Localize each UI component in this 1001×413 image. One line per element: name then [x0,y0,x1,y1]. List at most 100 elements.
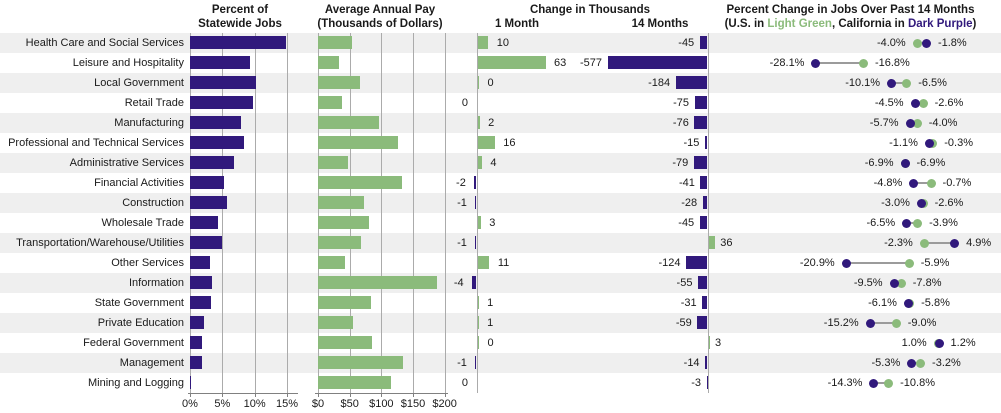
us-dot [891,318,901,328]
pct-change-left-label: -1.1% [889,137,918,149]
change-14mo-value: -31 [680,297,697,309]
ca-dot [924,138,934,148]
ca-dot [902,218,912,228]
industry-label: Financial Activities [94,177,184,189]
change-1mo-value: -2 [456,177,466,189]
industry-label: Health Care and Social Services [25,37,184,49]
pct-change-right-label: -9.0% [907,317,937,329]
pay-bar [318,36,353,49]
pay-axis-tick-label: $50 [340,398,359,410]
ca-dot [841,258,851,268]
pct-jobs-axis-tick [190,393,191,397]
change-14mo-value: -76 [672,117,689,129]
pct-change-left-label: -10.1% [845,77,881,89]
pct-change-left-label: -5.7% [869,117,899,129]
change-14mo-bar [705,356,708,369]
pct-change-left-label: -28.1% [769,57,805,69]
change-1mo-value: -1 [457,197,467,209]
pct-jobs-bar [190,216,219,229]
us-dot [913,218,923,228]
change-14mo-bar [697,316,708,329]
pct-change-right-label: 4.9% [966,237,992,249]
change-14mo-value: -45 [678,37,695,49]
change-14mo-value: -15 [683,137,700,149]
change-1mo-value: 10 [496,37,510,49]
change-14mo-bar [700,176,708,189]
change-1mo-bar [477,156,482,169]
pct-change-right-label: -4.0% [928,117,958,129]
row-stripe [0,153,1001,173]
change-14mo-value: -3 [691,377,701,389]
pay-bar [318,256,345,269]
change-1mo-value: 0 [461,97,468,109]
change-14mo-bar [702,196,708,209]
industry-label: Construction [122,197,184,209]
pct-jobs-bar [190,296,212,309]
pct-change-left-label: -5.3% [871,357,901,369]
pct-jobs-bar [190,196,227,209]
pct-jobs-bar [190,316,205,329]
pay-axis-tick-label: $200 [432,398,457,410]
change-1mo-bar [477,76,479,89]
pct-change-left-label: -15.2% [823,317,859,329]
industry-label: Mining and Logging [87,377,184,389]
pct-jobs-gridline [222,33,224,393]
change-14mo-zero-line [708,33,709,393]
pay-bar [318,56,339,69]
pay-bar [318,316,354,329]
pct-jobs-axis-tick-label: 15% [275,398,299,410]
us-dot [912,38,922,48]
change-14mo-value: -184 [648,77,671,89]
pay-bar [318,176,403,189]
change-14mo-value: -45 [678,217,695,229]
ca-dot [934,338,944,348]
pct-change-right-label: -1.8% [937,37,967,49]
ca-dot [865,318,875,328]
industry-label: Private Education [97,317,184,329]
change-1mo-bar [477,316,479,329]
us-dot [919,238,929,248]
change-1mo-value: 0 [487,77,494,89]
change-14mo-bar [686,256,708,269]
change-14mo-value: 3 [715,337,722,349]
legend-us-label: Light Green [767,18,832,30]
change-1mo-zero-line [477,33,478,393]
change-1mo-bar [477,336,479,349]
ca-dot [903,298,913,308]
pct-change-right-label: 1.2% [950,337,976,349]
dot-connector [873,382,889,384]
change-14mo-value: -75 [673,97,689,109]
change-14mo-value: -14 [683,357,700,369]
change-1mo-value: 1 [487,317,494,329]
change-14mo-value: -124 [658,257,681,269]
industry-label: Other Services [111,257,184,269]
pct-jobs-bar [190,76,256,89]
pay-header: Average Annual Pay (Thousands of Dollars… [300,3,460,31]
pct-jobs-bar [190,376,192,389]
pct-change-left-label: -6.5% [866,217,896,229]
change-1mo-bar [475,356,477,369]
pct-jobs-bar [190,56,251,69]
pay-header-line1: Average Annual Pay [324,4,436,16]
change-1mo-value: 63 [554,57,567,69]
pay-axis-tick [318,393,319,397]
change-1mo-bar [477,116,480,129]
pay-bar [318,356,404,369]
change-1mo-value: 2 [488,117,495,129]
row-stripe [0,273,1001,293]
pct-change-left-label: -14.3% [827,377,863,389]
pay-gridline [444,33,446,393]
pct-jobs-bar [190,96,253,109]
change-1mo-value: 16 [503,137,516,149]
change-14mo-value: -577 [579,57,602,69]
dot-connector [906,222,918,224]
pct-jobs-axis-tick-label: 10% [243,398,266,410]
change-14mo-value: 36 [720,237,733,249]
pct-jobs-header-line2: Statewide Jobs [198,18,282,30]
change-14mo-value: -41 [678,177,695,189]
change-14mo-bar [708,236,715,249]
pay-gridline [381,33,383,393]
industry-label: Federal Government [83,337,184,349]
ca-dot [869,378,879,388]
